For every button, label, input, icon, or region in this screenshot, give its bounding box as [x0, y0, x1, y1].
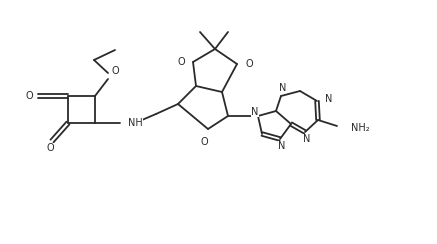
Text: N: N	[251, 107, 259, 117]
Text: N: N	[279, 83, 287, 93]
Text: NH₂: NH₂	[351, 123, 370, 133]
Text: O: O	[177, 57, 185, 67]
Text: N: N	[325, 94, 333, 104]
Text: NH: NH	[128, 118, 143, 128]
Text: O: O	[46, 143, 54, 153]
Text: O: O	[25, 91, 33, 101]
Text: N: N	[278, 141, 286, 151]
Text: N: N	[303, 134, 311, 144]
Text: O: O	[245, 59, 253, 69]
Text: O: O	[112, 66, 120, 76]
Text: O: O	[200, 137, 208, 147]
